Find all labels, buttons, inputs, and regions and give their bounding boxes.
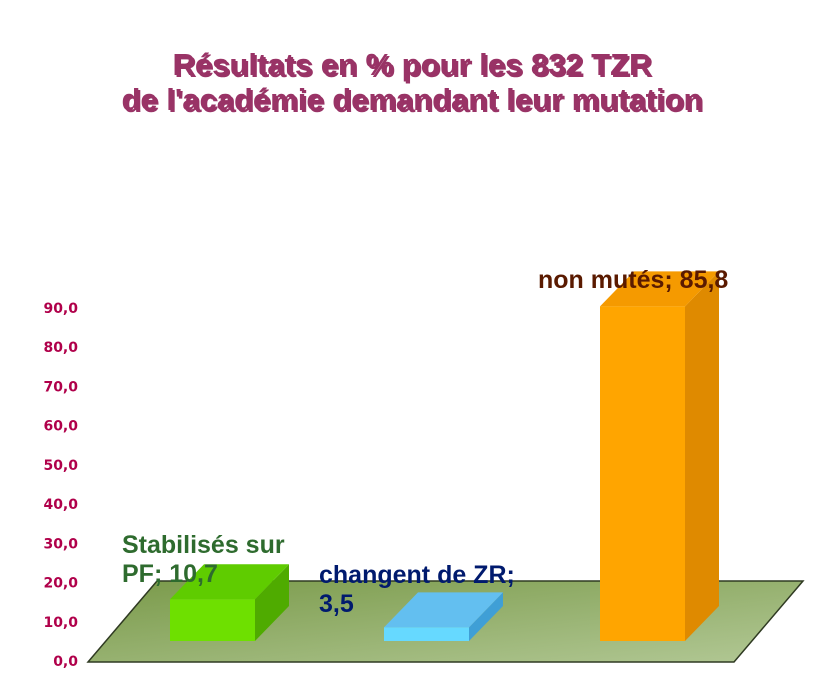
data-label: Stabilisés sur: [122, 531, 285, 559]
y-axis: 0,0 10,0 20,0 30,0 40,0 50,0 60,0 70,0 80,0 90,0: [43, 301, 78, 670]
chart-title: Résultats en % pour les 832 TZR Résultat…: [121, 47, 704, 119]
title-line-1: Résultats en % pour les 832 TZR: [173, 47, 652, 82]
bar-front: [600, 306, 685, 641]
title-line-2: de l'académie demandant leur mutation: [121, 82, 702, 117]
bar-side: [469, 592, 503, 641]
bar-side: [685, 271, 719, 641]
data-label: 3,5: [319, 590, 354, 618]
y-tick-label: 80,0: [43, 340, 78, 356]
y-tick-label: 60,0: [43, 419, 78, 435]
y-tick-label: 30,0: [43, 536, 78, 552]
y-tick-label: 0,0: [53, 654, 78, 670]
bar: [600, 271, 719, 641]
bar-front: [170, 599, 255, 641]
bar-front: [384, 627, 469, 641]
y-tick-label: 20,0: [43, 576, 78, 592]
data-label: PF; 10,7: [122, 560, 218, 588]
data-label: changent de ZR;: [319, 561, 515, 589]
bar: [170, 564, 289, 641]
y-tick-label: 40,0: [43, 497, 78, 513]
bar-top: [384, 592, 503, 628]
y-tick-label: 10,0: [43, 615, 78, 631]
bar-top: [600, 271, 719, 307]
title-line-1-shadow: Résultats en % pour les 832 TZR: [175, 49, 654, 84]
data-label: non mutés; 85,8: [538, 266, 728, 294]
bar-side: [255, 564, 289, 641]
y-tick-label: 70,0: [43, 379, 78, 395]
title-line-2-shadow: de l'académie demandant leur mutation: [123, 84, 704, 119]
y-tick-label: 90,0: [43, 301, 78, 317]
bar-top: [170, 564, 289, 600]
bars: [170, 271, 719, 641]
y-tick-label: 50,0: [43, 458, 78, 474]
bar: [384, 592, 503, 641]
